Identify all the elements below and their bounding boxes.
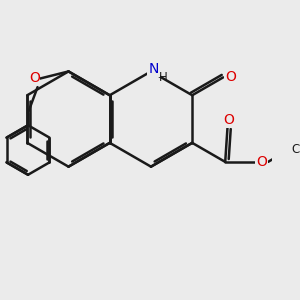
Text: O: O	[29, 70, 40, 85]
Text: N: N	[148, 62, 158, 76]
Text: O: O	[223, 113, 234, 127]
Text: CH₃: CH₃	[291, 142, 300, 155]
Text: O: O	[256, 155, 267, 169]
Text: H: H	[158, 70, 167, 84]
Text: O: O	[225, 70, 236, 84]
